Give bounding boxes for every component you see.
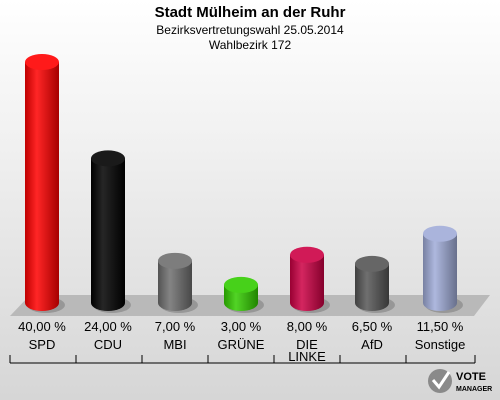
value-label-spd: 40,00 % bbox=[18, 319, 66, 334]
category-label-cdu: CDU bbox=[94, 337, 122, 352]
value-label-sonstige: 11,50 % bbox=[417, 319, 464, 334]
category-label-mbi: MBI bbox=[163, 337, 186, 352]
bar-cap bbox=[423, 225, 457, 242]
bar-body bbox=[290, 254, 324, 311]
category-label-sonstige: Sonstige bbox=[415, 337, 466, 352]
bar-die-linke bbox=[290, 246, 330, 313]
labels-group: 40,00 % SPD 24,00 % CDU 7,00 % MBI 3,00 % GRÜNE… bbox=[9, 319, 476, 364]
bar-cap bbox=[290, 246, 324, 263]
value-label-cdu: 24,00 % bbox=[84, 319, 132, 334]
bar-grüne bbox=[224, 276, 264, 313]
bar-afd bbox=[355, 255, 395, 313]
category-label-die-linke: DIE bbox=[296, 337, 318, 352]
bar-body bbox=[25, 62, 59, 311]
chart-subtitle-election: Bezirksvertretungswahl 25.05.2014 bbox=[156, 23, 344, 37]
category-label-spd: SPD bbox=[29, 337, 56, 352]
bar-cap bbox=[224, 276, 258, 293]
category-axis bbox=[9, 355, 476, 364]
bar-body bbox=[355, 263, 389, 311]
chart-title: Stadt Mülheim an der Ruhr bbox=[155, 4, 346, 21]
value-label-mbi: 7,00 % bbox=[155, 319, 196, 334]
bar-body bbox=[423, 233, 457, 311]
category-label-grüne: GRÜNE bbox=[218, 337, 265, 352]
bars-group bbox=[25, 54, 463, 313]
bar-sonstige bbox=[423, 225, 463, 313]
value-label-die-linke: 8,00 % bbox=[287, 319, 328, 334]
chart-subtitle-district: Wahlbezirk 172 bbox=[209, 38, 292, 52]
vote-manager-logo: VOTE MANAGER bbox=[428, 369, 492, 393]
bar-cap bbox=[158, 252, 192, 269]
bar-cap bbox=[91, 150, 125, 167]
logo-vote-text: VOTE bbox=[456, 371, 486, 383]
value-label-afd: 6,50 % bbox=[352, 319, 393, 334]
bar-body bbox=[158, 260, 192, 311]
category-label-afd: AfD bbox=[361, 337, 383, 352]
bar-cdu bbox=[91, 150, 131, 313]
bar-spd bbox=[25, 54, 65, 313]
bar-body bbox=[91, 158, 125, 311]
bar-cap bbox=[25, 54, 59, 70]
category-label-die-linke: LINKE bbox=[288, 349, 326, 364]
bar-cap bbox=[355, 255, 389, 272]
vote-manager-checkmark-icon bbox=[428, 369, 452, 393]
bar-mbi bbox=[158, 252, 198, 313]
value-label-grüne: 3,00 % bbox=[221, 319, 262, 334]
logo-manager-text: MANAGER bbox=[456, 386, 492, 393]
